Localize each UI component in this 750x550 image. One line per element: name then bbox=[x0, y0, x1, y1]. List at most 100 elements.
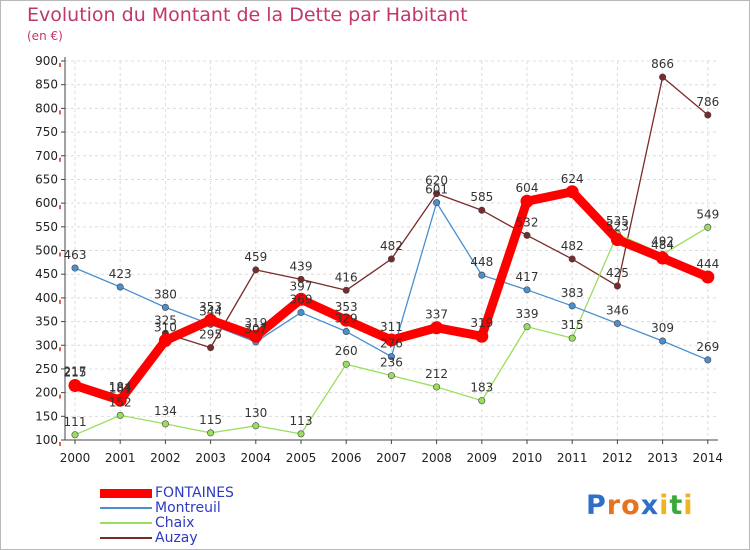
x-tick-label: 2009 bbox=[467, 451, 498, 465]
data-label: 329 bbox=[335, 312, 358, 326]
data-point bbox=[71, 431, 79, 439]
data-label: 549 bbox=[696, 207, 719, 221]
data-label: 344 bbox=[199, 304, 222, 318]
data-label: 113 bbox=[290, 414, 313, 428]
data-point bbox=[701, 270, 715, 284]
chart-title: Evolution du Montant de la Dette par Hab… bbox=[27, 4, 468, 26]
data-label: 319 bbox=[244, 316, 267, 330]
data-point bbox=[207, 344, 215, 352]
data-label: 601 bbox=[425, 183, 448, 197]
data-label: 307 bbox=[244, 322, 267, 336]
data-point bbox=[384, 333, 398, 347]
x-tick-label: 2011 bbox=[557, 451, 588, 465]
data-label: 260 bbox=[335, 344, 358, 358]
legend-swatch bbox=[100, 488, 152, 498]
data-label: 309 bbox=[651, 321, 674, 335]
x-tick-label: 2004 bbox=[241, 451, 272, 465]
chart-subtitle: (en €) bbox=[27, 29, 63, 43]
x-tick-label: 2006 bbox=[331, 451, 362, 465]
data-label: 444 bbox=[696, 257, 719, 271]
legend-swatch bbox=[100, 537, 152, 539]
data-point bbox=[704, 356, 712, 364]
data-label: 369 bbox=[290, 293, 313, 307]
data-point bbox=[249, 329, 263, 343]
logo-letter: o bbox=[621, 490, 641, 521]
data-point bbox=[613, 282, 621, 290]
data-label: 604 bbox=[516, 181, 539, 195]
data-point bbox=[71, 264, 79, 272]
data-label: 346 bbox=[606, 303, 629, 317]
data-label: 585 bbox=[470, 190, 493, 204]
data-point bbox=[204, 313, 218, 327]
data-point bbox=[565, 185, 579, 199]
data-point bbox=[387, 353, 395, 361]
y-tick-label: 150 bbox=[35, 409, 58, 423]
data-label: 295 bbox=[199, 328, 222, 342]
data-point bbox=[478, 397, 486, 405]
data-point bbox=[339, 313, 353, 327]
y-tick-label: 900 bbox=[35, 54, 58, 68]
data-point bbox=[478, 271, 486, 279]
data-label: 439 bbox=[290, 259, 313, 273]
legend-swatch bbox=[100, 522, 152, 524]
logo-letter: r bbox=[606, 490, 622, 521]
data-point bbox=[475, 329, 489, 343]
logo-letter: x bbox=[640, 490, 660, 521]
data-label: 115 bbox=[199, 413, 222, 427]
data-point bbox=[161, 303, 169, 311]
x-tick-label: 2014 bbox=[693, 451, 724, 465]
data-label: 319 bbox=[470, 316, 493, 330]
logo-letter: i bbox=[659, 490, 670, 521]
data-label: 866 bbox=[651, 57, 674, 71]
data-label: 383 bbox=[561, 286, 584, 300]
data-point bbox=[342, 286, 350, 294]
y-tick-label: 800 bbox=[35, 101, 58, 115]
x-tick-label: 2013 bbox=[647, 451, 678, 465]
y-tick-label: 550 bbox=[35, 220, 58, 234]
data-point bbox=[523, 323, 531, 331]
data-label: 353 bbox=[199, 300, 222, 314]
data-point bbox=[158, 334, 172, 348]
x-tick-label: 2005 bbox=[286, 451, 317, 465]
data-point bbox=[294, 292, 308, 306]
data-label: 423 bbox=[109, 267, 132, 281]
data-label: 482 bbox=[561, 239, 584, 253]
data-label: 425 bbox=[606, 266, 629, 280]
data-label: 624 bbox=[561, 172, 584, 186]
data-label: 215 bbox=[64, 366, 87, 380]
data-point bbox=[297, 430, 305, 438]
data-label: 181 bbox=[109, 382, 132, 396]
y-tick-label: 350 bbox=[35, 315, 58, 329]
data-point bbox=[610, 233, 624, 247]
data-label: 337 bbox=[425, 308, 448, 322]
data-label: 380 bbox=[154, 287, 177, 301]
x-tick-label: 2010 bbox=[512, 451, 543, 465]
data-label: 523 bbox=[606, 220, 629, 234]
legend-label: Auzay bbox=[155, 530, 198, 546]
data-point bbox=[387, 372, 395, 380]
data-point bbox=[68, 379, 82, 393]
y-tick-label: 400 bbox=[35, 291, 58, 305]
data-label: 310 bbox=[154, 321, 177, 335]
data-label: 416 bbox=[335, 270, 358, 284]
data-label: 448 bbox=[470, 255, 493, 269]
data-point bbox=[252, 266, 260, 274]
y-tick-label: 700 bbox=[35, 149, 58, 163]
data-point bbox=[659, 73, 667, 81]
x-tick-label: 2012 bbox=[602, 451, 633, 465]
data-point bbox=[478, 206, 486, 214]
data-label: 397 bbox=[290, 279, 313, 293]
data-label: 492 bbox=[651, 234, 674, 248]
logo-letter: i bbox=[683, 490, 694, 521]
y-tick-label: 100 bbox=[35, 433, 58, 447]
data-label: 276 bbox=[380, 337, 403, 351]
data-label: 152 bbox=[109, 395, 132, 409]
data-point bbox=[342, 360, 350, 368]
y-tick-label: 450 bbox=[35, 267, 58, 281]
y-tick-label: 500 bbox=[35, 244, 58, 258]
data-label: 269 bbox=[696, 340, 719, 354]
data-point bbox=[113, 393, 127, 407]
data-label: 236 bbox=[380, 356, 403, 370]
data-point bbox=[116, 411, 124, 419]
data-point bbox=[568, 302, 576, 310]
